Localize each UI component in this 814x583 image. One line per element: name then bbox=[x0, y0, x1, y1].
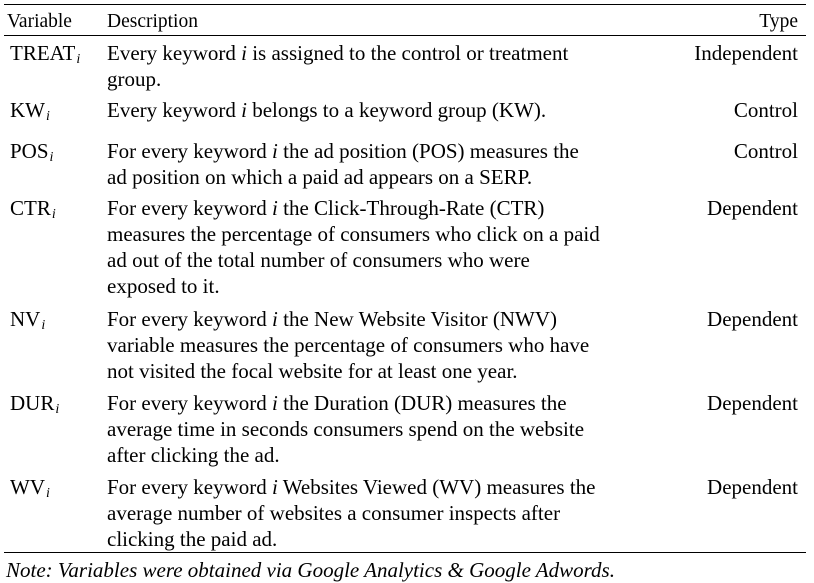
variable-description: For every keyword i the Click-Through-Ra… bbox=[107, 195, 667, 299]
description-segment: Websites Viewed (WV) measures the averag… bbox=[107, 475, 596, 551]
variable-subscript: i bbox=[51, 207, 56, 222]
variable-type: Control bbox=[733, 139, 798, 163]
description-segment: Every keyword bbox=[107, 98, 242, 122]
header-variable: Variable bbox=[7, 11, 72, 32]
table-bottom-rule bbox=[4, 552, 806, 553]
variable-type: Independent bbox=[694, 41, 798, 65]
variable-symbol: NV bbox=[10, 307, 41, 331]
description-italic-segment: i bbox=[272, 475, 278, 499]
description-segment: For every keyword bbox=[107, 475, 273, 499]
description-segment: For every keyword bbox=[107, 196, 273, 220]
variable-description: For every keyword i the ad position (POS… bbox=[107, 138, 667, 190]
variable-description: For every keyword i the Duration (DUR) m… bbox=[107, 390, 667, 468]
variable-type: Dependent bbox=[707, 307, 798, 331]
description-segment: For every keyword bbox=[107, 139, 273, 163]
description-italic-segment: i bbox=[241, 41, 247, 65]
variable-subscript: i bbox=[41, 318, 46, 333]
description-italic-segment: i bbox=[272, 139, 278, 163]
description-italic-segment: i bbox=[241, 98, 247, 122]
variable-symbol: KW bbox=[10, 98, 45, 122]
variable-symbol: TREAT bbox=[10, 41, 76, 65]
header-type: Type bbox=[759, 11, 798, 32]
description-italic-segment: i bbox=[272, 307, 278, 331]
description-segment: the Duration (DUR) measures the average … bbox=[107, 391, 585, 467]
variable-name: WVi bbox=[10, 474, 50, 504]
header-description: Description bbox=[107, 11, 198, 32]
description-segment: is assigned to the control or treatment … bbox=[107, 41, 569, 91]
variable-symbol: POS bbox=[10, 139, 49, 163]
variable-name: NVi bbox=[10, 306, 45, 336]
table-top-rule bbox=[4, 4, 806, 5]
variable-subscript: i bbox=[46, 486, 50, 501]
variable-name: CTRi bbox=[10, 195, 56, 225]
variable-name: KWi bbox=[10, 97, 50, 127]
variable-type: Dependent bbox=[707, 391, 798, 415]
table-note: Note: Variables were obtained via Google… bbox=[6, 558, 615, 582]
variable-type: Dependent bbox=[707, 475, 798, 499]
variable-description: Every keyword i is assigned to the contr… bbox=[107, 40, 667, 92]
variable-name: POSi bbox=[10, 138, 53, 168]
variable-subscript: i bbox=[49, 150, 54, 165]
description-segment: belongs to a keyword group (KW). bbox=[246, 98, 547, 122]
variable-name: DURi bbox=[10, 390, 59, 420]
description-segment: For every keyword bbox=[107, 307, 273, 331]
variable-subscript: i bbox=[76, 52, 81, 67]
description-italic-segment: i bbox=[272, 391, 278, 415]
variable-name: TREATi bbox=[10, 40, 80, 70]
description-segment: the Click-Through-Rate (CTR) measures th… bbox=[107, 196, 600, 298]
variable-description: For every keyword i the New Website Visi… bbox=[107, 306, 667, 384]
variable-symbol: DUR bbox=[10, 391, 55, 415]
variable-symbol: CTR bbox=[10, 196, 51, 220]
description-italic-segment: i bbox=[272, 196, 278, 220]
description-segment: the New Website Visitor (NWV) variable m… bbox=[107, 307, 590, 383]
table-header-rule bbox=[4, 35, 806, 36]
description-segment: the ad position (POS) measures the ad po… bbox=[107, 139, 579, 189]
variable-subscript: i bbox=[55, 402, 60, 417]
description-segment: For every keyword bbox=[107, 391, 273, 415]
variable-type: Dependent bbox=[707, 196, 798, 220]
description-segment: Every keyword bbox=[107, 41, 242, 65]
variable-type: Control bbox=[733, 98, 798, 122]
variable-symbol: WV bbox=[10, 475, 45, 499]
variable-description: For every keyword i Websites Viewed (WV)… bbox=[107, 474, 667, 552]
variable-description: Every keyword i belongs to a keyword gro… bbox=[107, 97, 667, 123]
variable-subscript: i bbox=[46, 109, 50, 124]
